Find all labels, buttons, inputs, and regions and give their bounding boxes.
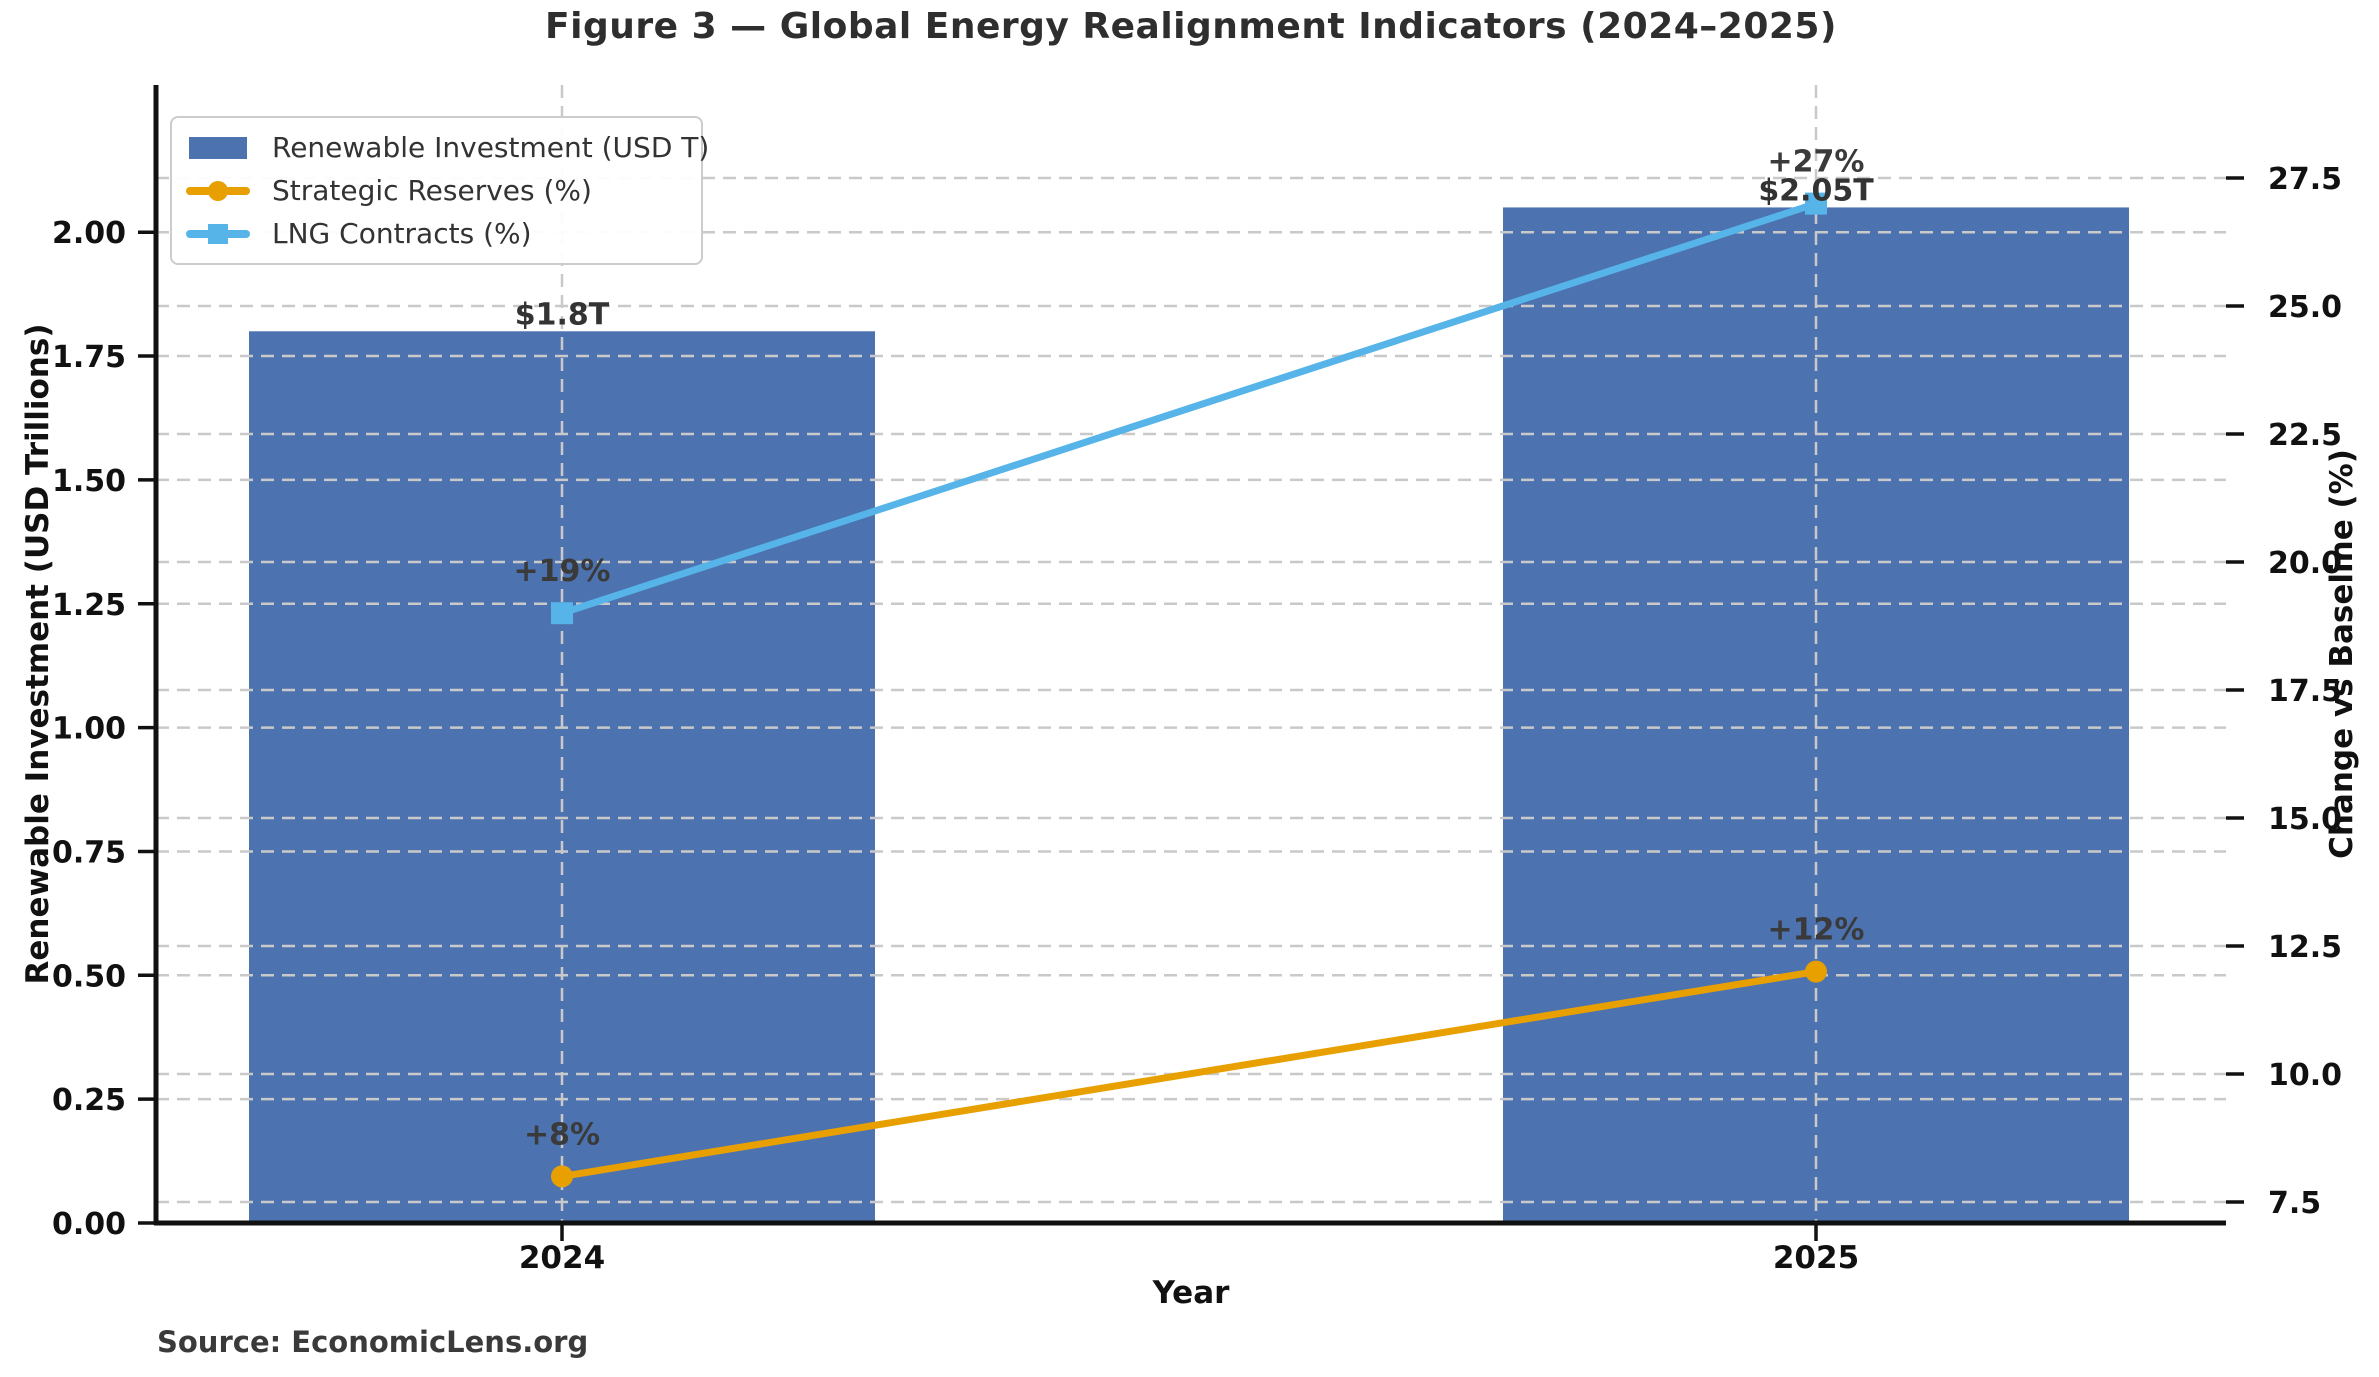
legend-item-strategic-reserves: Strategic Reserves (%)	[186, 169, 687, 212]
x-tick-label-2024: 2024	[519, 1240, 605, 1276]
annotation-2024: +8%	[524, 1117, 600, 1152]
left-tick-label: 2.00	[52, 216, 126, 251]
legend-label: Renewable Investment (USD T)	[272, 131, 710, 164]
x-tick-label-2025: 2025	[1773, 1240, 1859, 1276]
right-tick-label: 27.5	[2268, 162, 2342, 197]
right-tick-label: 15.0	[2268, 802, 2342, 837]
right-tick-label: 25.0	[2268, 290, 2342, 325]
legend-line-circle-swatch	[186, 178, 250, 204]
bar-label-2024: $1.8T	[515, 297, 610, 332]
legend-label: LNG Contracts (%)	[272, 217, 532, 250]
left-axis-label: Renewable Investment (USD Trillions)	[20, 323, 56, 985]
legend-item-lng-contracts: LNG Contracts (%)	[186, 212, 687, 255]
right-tick-label: 7.5	[2268, 1186, 2321, 1221]
bar-label-2025: $2.05T	[1758, 173, 1874, 208]
line-circle	[558, 968, 1820, 1180]
left-tick-label: 1.50	[52, 464, 126, 499]
marker-square-2024	[551, 602, 573, 625]
left-tick-label: 1.25	[52, 588, 126, 623]
right-tick-label: 12.5	[2268, 930, 2342, 965]
marker-circle-2025	[1805, 960, 1827, 983]
chart-title: Figure 3 — Global Energy Realignment Ind…	[545, 6, 1837, 47]
legend-label: Strategic Reserves (%)	[272, 174, 592, 207]
legend-item-renewable-investment: Renewable Investment (USD T)	[186, 126, 709, 169]
annotation-2025: +12%	[1768, 913, 1865, 948]
right-tick-label: 17.5	[2268, 674, 2342, 709]
left-tick-label: 1.00	[52, 712, 126, 747]
line-square	[558, 200, 1820, 617]
right-tick-label: 10.0	[2268, 1058, 2342, 1093]
legend-line-square-swatch	[186, 221, 250, 247]
right-tick-label: 20.0	[2268, 546, 2342, 581]
source-note: Source: EconomicLens.org	[157, 1325, 589, 1359]
left-tick-label: 0.50	[52, 959, 126, 994]
right-axis-label: Change vs Baseline (%)	[2324, 449, 2360, 859]
marker-circle-2024	[551, 1165, 573, 1188]
left-tick-label: 1.75	[52, 340, 126, 375]
legend-bar-swatch	[186, 135, 250, 161]
left-tick-label: 0.00	[52, 1207, 126, 1242]
annotation-2025: +27%	[1768, 145, 1865, 180]
left-tick-label: 0.75	[52, 835, 126, 870]
marker-square-2025	[1805, 192, 1827, 215]
left-tick-label: 0.25	[52, 1083, 126, 1118]
x-axis-label: Year	[1152, 1275, 1230, 1311]
annotation-2024: +19%	[514, 554, 611, 589]
chart-legend: Renewable Investment (USD T) Strategic R…	[170, 116, 709, 265]
right-tick-label: 22.5	[2268, 418, 2342, 453]
